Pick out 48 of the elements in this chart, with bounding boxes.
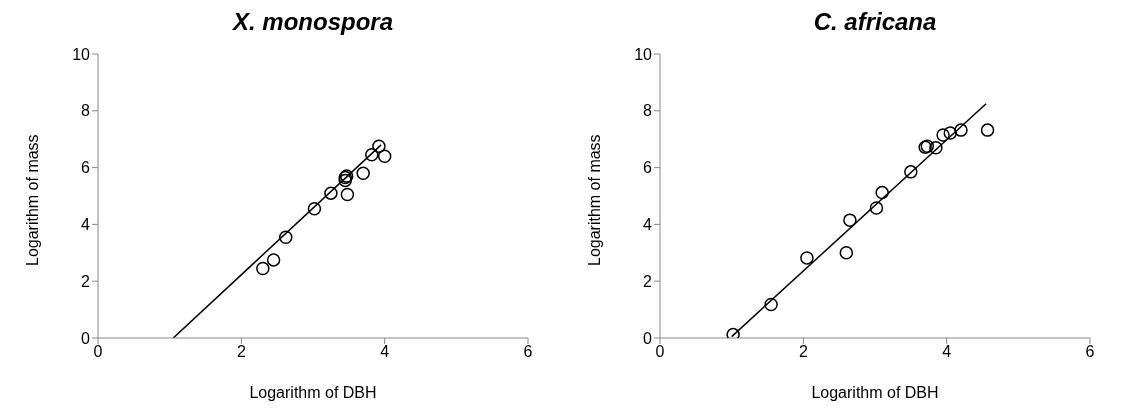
y-axis-title: Logarithm of mass xyxy=(585,134,603,266)
point xyxy=(365,148,379,162)
point xyxy=(936,128,950,142)
y-tick-label: 10 xyxy=(634,45,653,63)
point xyxy=(307,202,322,216)
point xyxy=(875,185,889,200)
x-axis-title: Logarithm of DBH xyxy=(811,384,939,401)
x-tick-label: 4 xyxy=(380,343,390,361)
y-tick-label: 4 xyxy=(81,216,91,234)
chart-title: C. africana xyxy=(812,8,938,37)
x-tick-label: 0 xyxy=(655,343,665,361)
x-axis-title: Logarithm of DBH xyxy=(249,384,377,401)
y-tick-label: 0 xyxy=(81,329,91,347)
point xyxy=(843,213,857,227)
x-tick-label: 6 xyxy=(523,343,533,361)
point xyxy=(869,201,884,215)
point xyxy=(904,165,918,179)
y-tick-label: 10 xyxy=(72,45,91,63)
point xyxy=(929,140,943,155)
x-tick-label: 6 xyxy=(1085,343,1095,361)
point xyxy=(377,149,392,163)
y-tick-label: 8 xyxy=(643,102,653,120)
point xyxy=(954,123,968,137)
point xyxy=(256,261,270,276)
y-tick-label: 6 xyxy=(81,159,91,177)
y-tick-label: 2 xyxy=(81,272,91,290)
point xyxy=(839,246,854,260)
y-tick-label: 0 xyxy=(643,329,653,347)
point xyxy=(372,139,386,154)
y-axis-title: Logarithm of mass xyxy=(23,134,41,266)
chart-title: X. monospora xyxy=(231,8,394,37)
x-tick-label: 2 xyxy=(798,343,808,361)
point xyxy=(800,251,814,265)
point xyxy=(340,187,355,202)
point xyxy=(943,126,957,140)
point xyxy=(980,123,995,137)
point xyxy=(324,186,338,200)
x-tick-label: 0 xyxy=(93,343,103,361)
point xyxy=(764,297,778,312)
y-tick-label: 6 xyxy=(643,159,653,177)
point xyxy=(266,253,281,267)
y-tick-label: 2 xyxy=(643,272,653,290)
x-tick-label: 2 xyxy=(236,343,246,361)
y-tick-label: 8 xyxy=(81,102,91,120)
x-tick-label: 4 xyxy=(942,343,952,361)
point xyxy=(356,166,370,181)
point xyxy=(279,230,293,244)
y-tick-label: 4 xyxy=(643,216,653,234)
